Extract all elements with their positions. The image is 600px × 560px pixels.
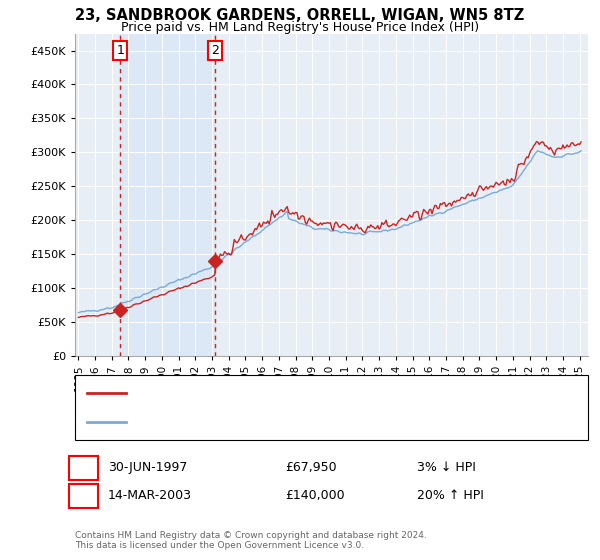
Text: 1: 1 bbox=[79, 461, 88, 474]
Text: 2: 2 bbox=[79, 489, 88, 502]
Text: £67,950: £67,950 bbox=[285, 461, 337, 474]
Text: 23, SANDBROOK GARDENS, ORRELL, WIGAN, WN5 8TZ: 23, SANDBROOK GARDENS, ORRELL, WIGAN, WN… bbox=[76, 8, 524, 24]
Text: 2: 2 bbox=[211, 44, 220, 57]
Bar bbox=[120, 34, 215, 356]
Text: 3% ↓ HPI: 3% ↓ HPI bbox=[417, 461, 476, 474]
Text: 23, SANDBROOK GARDENS, ORRELL, WIGAN, WN5 8TZ (detached house): 23, SANDBROOK GARDENS, ORRELL, WIGAN, WN… bbox=[132, 388, 513, 398]
Text: 20% ↑ HPI: 20% ↑ HPI bbox=[417, 489, 484, 502]
Text: £140,000: £140,000 bbox=[285, 489, 344, 502]
Text: 1: 1 bbox=[116, 44, 124, 57]
Text: 30-JUN-1997: 30-JUN-1997 bbox=[108, 461, 187, 474]
Text: HPI: Average price, detached house, Wigan: HPI: Average price, detached house, Wiga… bbox=[132, 417, 358, 427]
Text: 14-MAR-2003: 14-MAR-2003 bbox=[108, 489, 192, 502]
Text: Price paid vs. HM Land Registry's House Price Index (HPI): Price paid vs. HM Land Registry's House … bbox=[121, 21, 479, 34]
Text: Contains HM Land Registry data © Crown copyright and database right 2024.
This d: Contains HM Land Registry data © Crown c… bbox=[75, 530, 427, 550]
